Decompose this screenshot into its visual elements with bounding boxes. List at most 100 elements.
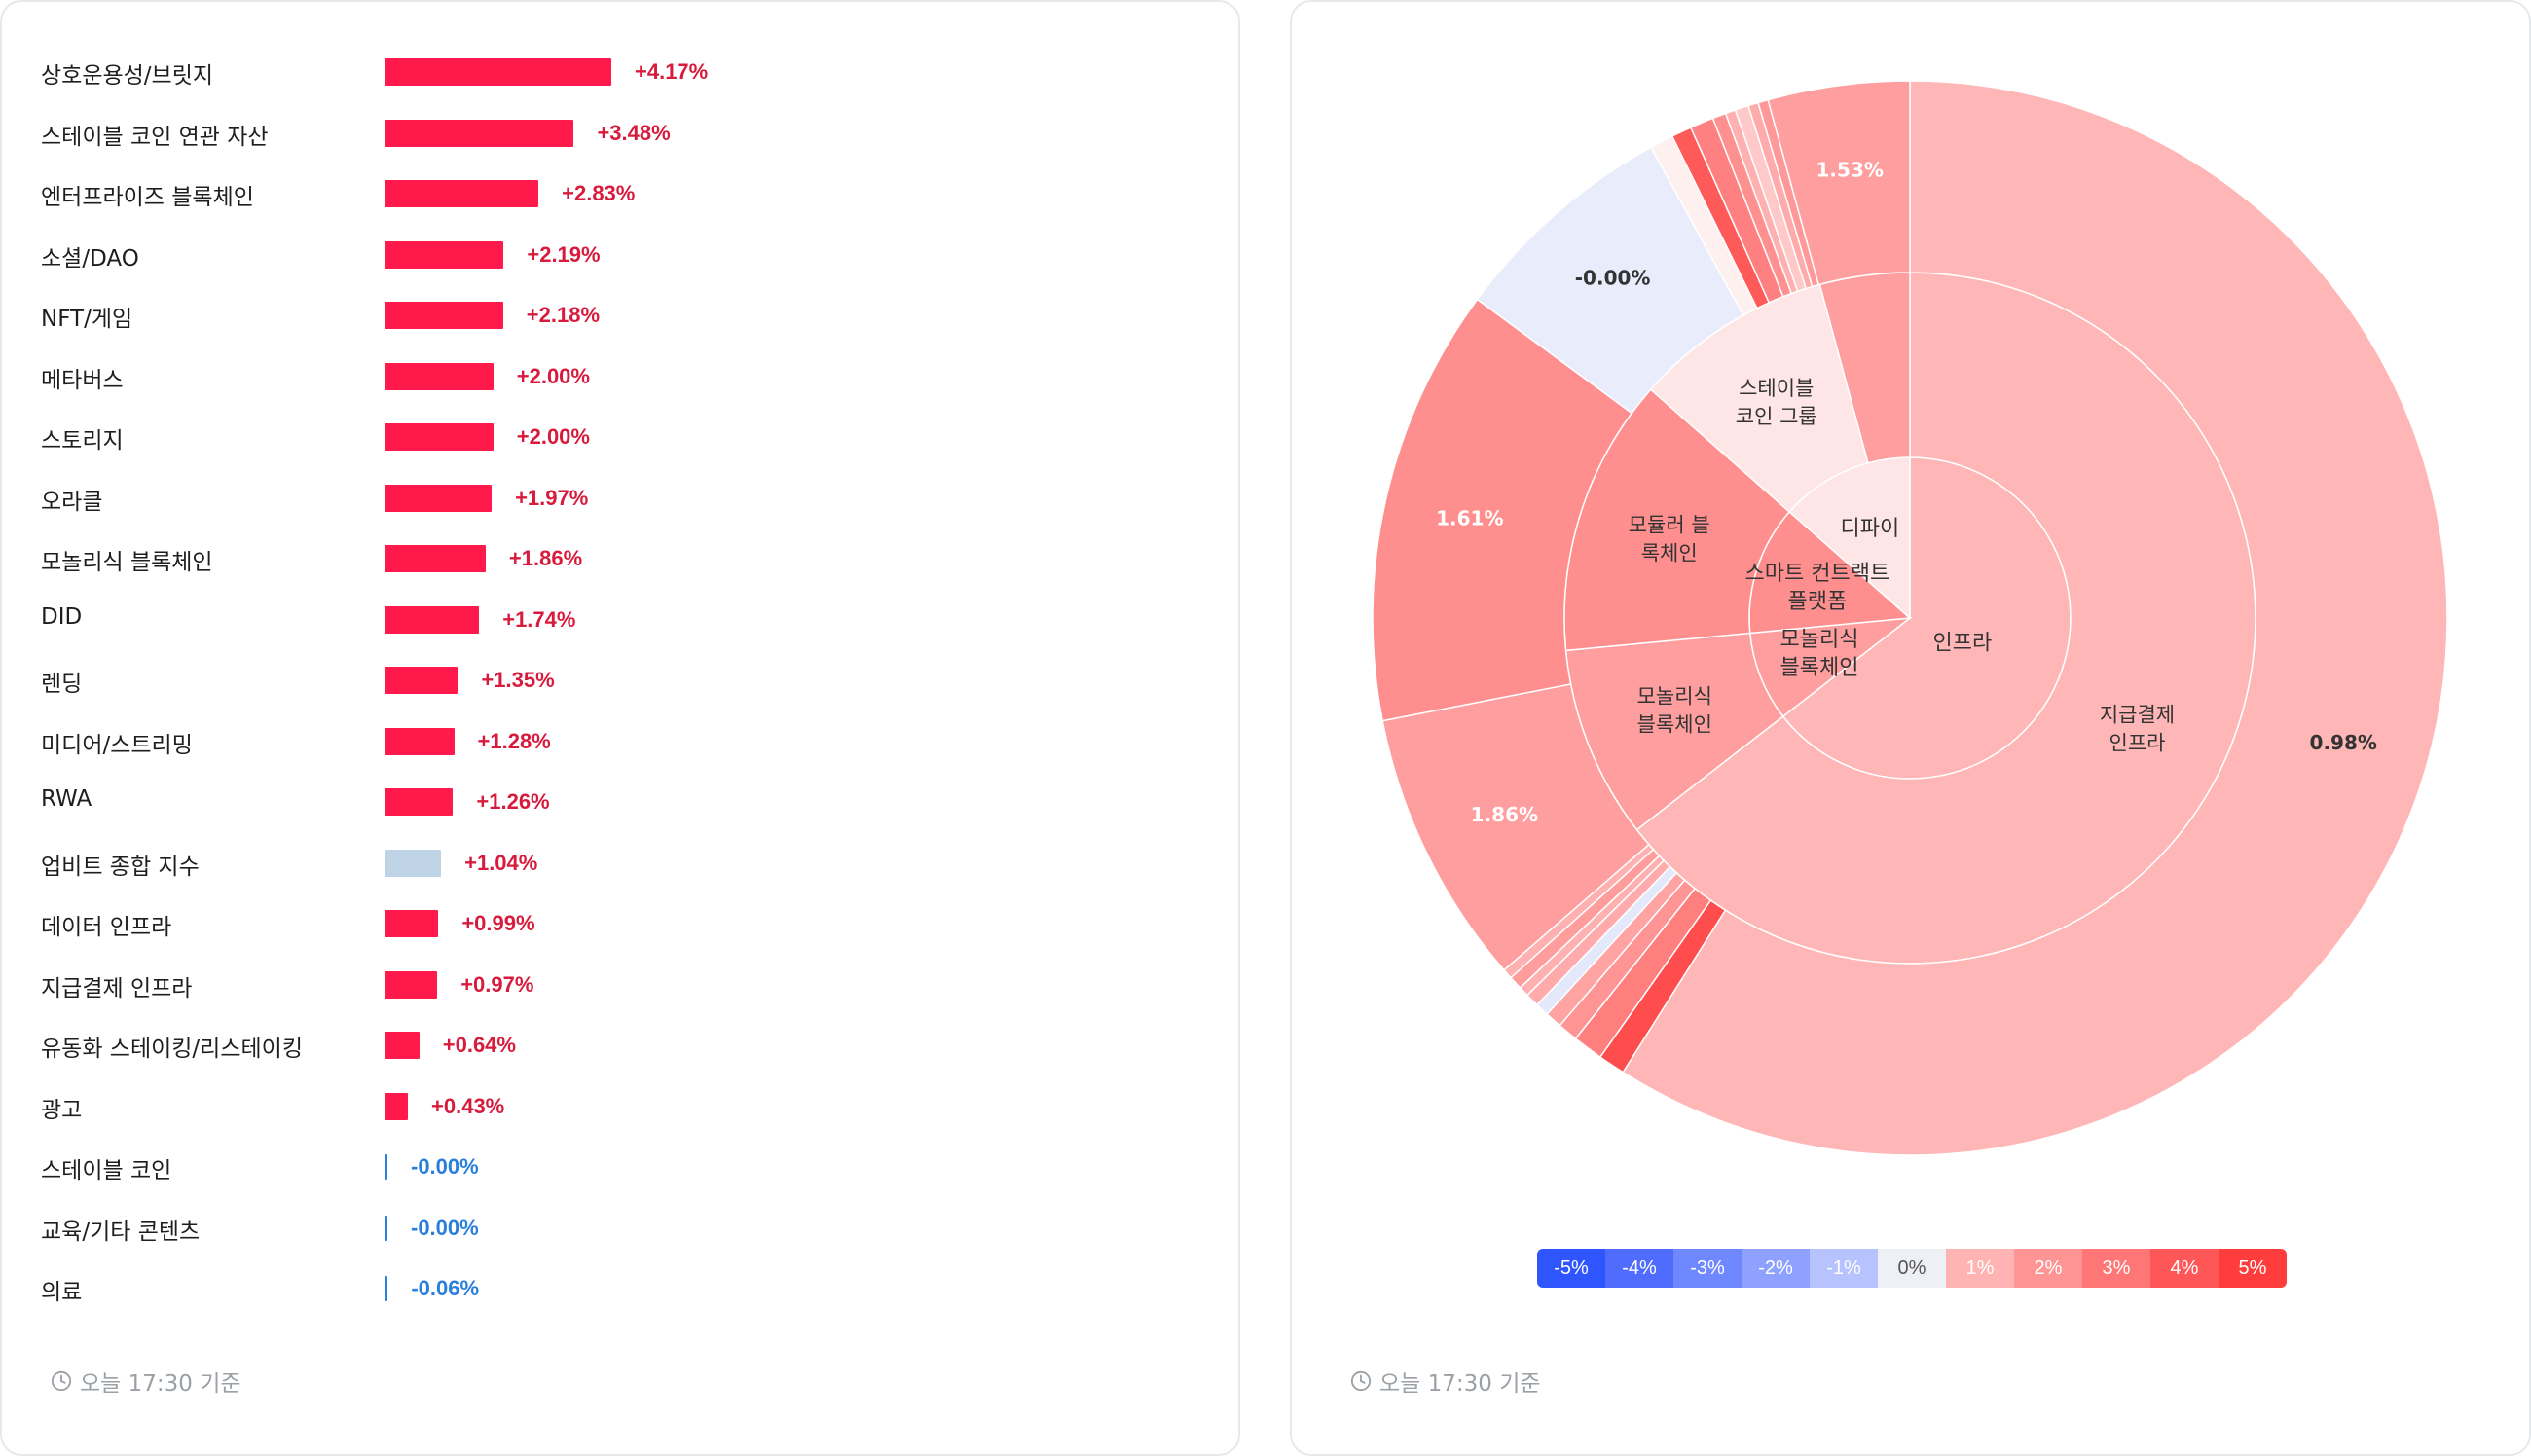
timestamp: 오늘 17:30 기준 [1350,1365,1541,1398]
bar-category-label: 의료 [41,1280,83,1305]
bar-category-label: 지급결제 인프라 [41,975,193,1001]
bar-row[interactable]: 의료 -0.06% [2,1259,1238,1320]
bar-value-label: +2.18% [526,303,601,327]
bar[interactable] [385,1215,387,1241]
segment-label: 1.86% [1471,803,1538,826]
bar-value-label: +4.17% [635,59,709,84]
bar-value-label: +1.04% [464,850,538,875]
bar[interactable] [385,119,574,147]
bar-category-label: 메타버스 [41,367,124,393]
bar-category-label: 모놀리식 블록체인 [41,550,213,575]
segment-label: 1.61% [1436,506,1503,529]
bar[interactable] [385,1154,387,1180]
bar[interactable] [385,362,494,390]
bar-value-label: +0.97% [460,971,534,997]
bar-category-label: 오라클 [41,489,103,515]
bar-value-label: +1.26% [476,789,550,814]
segment-label: 스마트 컨트랙트 플랫폼 [1745,562,1890,614]
bar[interactable] [385,1276,388,1301]
outer-ring-segment[interactable] [1622,80,2448,1156]
bar-row[interactable]: NFT/게임 +2.18% [2,286,1238,346]
bar-value-label: +1.35% [481,668,555,692]
timestamp-text: 오늘 17:30 기준 [80,1371,241,1397]
bar-category-label: 광고 [41,1097,83,1123]
bar-row[interactable]: RWA +1.26% [2,773,1238,833]
segment-label: 인프라 [1933,631,1993,655]
bar[interactable] [385,605,480,634]
bar-row[interactable]: 상호운용성/브릿지 +4.17% [2,43,1238,103]
bar[interactable] [385,849,442,877]
bar-row[interactable]: DID +1.74% [2,591,1238,651]
bar-row[interactable]: 데이터 인프라 +0.99% [2,894,1238,955]
bar[interactable] [385,302,503,329]
bar-row[interactable]: 스토리지 +2.00% [2,408,1238,468]
bar-row[interactable]: 스테이블 코인 -0.00% [2,1138,1238,1198]
bar-value-label: +2.00% [516,363,590,388]
legend-swatch: -2% [1742,1249,1810,1288]
bar-row[interactable]: 소셜/DAO +2.19% [2,226,1238,286]
legend-swatch: -3% [1673,1249,1742,1288]
segment-label: 디파이 [1840,517,1899,541]
bar[interactable] [385,1092,409,1120]
segment-label: -0.00% [1575,266,1651,289]
legend-swatch: -5% [1537,1249,1605,1288]
legend-swatch: 5% [2219,1249,2287,1288]
bar-category-label: 스테이블 코인 [41,1158,172,1183]
segment-label: 모놀리식 블록체인 [1780,628,1859,680]
bar-category-label: RWA [41,786,92,812]
bar-row[interactable]: 광고 +0.43% [2,1077,1238,1138]
segment-label: 모놀리식 블록체인 [1637,685,1712,737]
bar[interactable] [385,788,454,816]
bar-category-label: 유동화 스테이킹/리스테이킹 [41,1037,303,1062]
sector-bar-panel: 상호운용성/브릿지 +4.17% 스테이블 코인 연관 자산 +3.48% 엔터프라이즈… [0,0,1240,1456]
bar-category-label: DID [41,603,83,630]
bar-value-label: -0.00% [411,1215,479,1240]
bar-row[interactable]: 교육/기타 콘텐츠 -0.00% [2,1199,1238,1259]
bar[interactable] [385,1032,420,1059]
outer-ring-segment[interactable] [1372,298,1633,722]
bar-value-label: +0.99% [461,911,535,935]
bar[interactable] [385,240,504,269]
bar-category-label: NFT/게임 [41,307,133,332]
legend-swatch: -1% [1810,1249,1878,1288]
bar-row[interactable]: 미디어/스트리밍 +1.28% [2,712,1238,773]
bar-value-label: +0.43% [431,1093,505,1118]
outer-ring-segment[interactable] [1767,80,1911,286]
bar-row[interactable]: 모놀리식 블록체인 +1.86% [2,529,1238,590]
bar-value-label: +2.19% [527,241,601,267]
bar-category-label: 상호운용성/브릿지 [41,63,214,89]
legend-swatch: 4% [2150,1249,2219,1288]
bar[interactable] [385,180,539,207]
bar[interactable] [385,727,455,755]
bar-category-label: 스토리지 [41,428,124,454]
legend-swatch: -4% [1605,1249,1673,1288]
bar-row[interactable]: 엔터프라이즈 블록체인 +2.83% [2,164,1238,225]
bar[interactable] [385,970,438,999]
segment-label: 1.53% [1816,158,1884,181]
color-legend: -5% -4% -3% -2% -1% 0% 1% 2% 3% 4% 5% [1537,1249,2287,1288]
bar[interactable] [385,484,493,512]
bar-category-label: 미디어/스트리밍 [41,732,193,758]
bar[interactable] [385,910,439,937]
bar-row[interactable]: 스테이블 코인 연관 자산 +3.48% [2,104,1238,164]
bar-row[interactable]: 지급결제 인프라 +0.97% [2,956,1238,1016]
bar-value-label: +2.00% [516,424,590,449]
bar[interactable] [385,545,486,572]
bar-row[interactable]: 메타버스 +2.00% [2,347,1238,408]
bar-row[interactable]: 렌딩 +1.35% [2,651,1238,711]
bar-category-label: 업비트 종합 지수 [41,854,200,880]
bar-row[interactable]: 오라클 +1.97% [2,469,1238,529]
bar[interactable] [385,423,494,451]
bar-value-label: +1.28% [477,728,551,753]
clock-icon [51,1370,72,1392]
bar[interactable] [385,58,611,86]
bar-category-label: 스테이블 코인 연관 자산 [41,124,269,150]
bar[interactable] [385,667,459,694]
legend-swatch: 0% [1878,1249,1946,1288]
legend-swatch: 2% [2014,1249,2082,1288]
bar-category-label: 렌딩 [41,672,83,697]
bar-row[interactable]: 업비트 종합 지수 +1.04% [2,834,1238,894]
bar-category-label: 교육/기타 콘텐츠 [41,1219,201,1245]
bar-row[interactable]: 유동화 스테이킹/리스테이킹 +0.64% [2,1016,1238,1076]
